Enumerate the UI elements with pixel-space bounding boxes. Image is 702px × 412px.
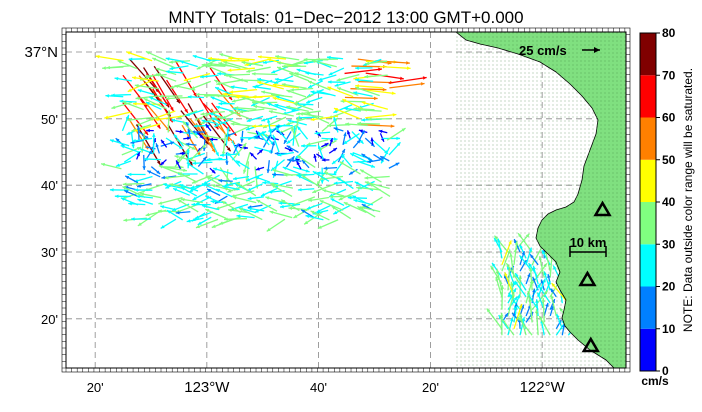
land-texture (456, 32, 626, 368)
x-tick-label-3: 20' (422, 380, 439, 395)
colorbar-tick-label-8: 80 (662, 26, 676, 40)
x-tick-label-1: 123°W (184, 379, 230, 396)
y-tick-label-4: 20' (41, 312, 58, 327)
colorbar-segment-6 (640, 75, 656, 117)
colorbar-tick-label-4: 40 (662, 195, 676, 209)
scale-bar-label: 10 km (570, 235, 607, 250)
x-tick-label-4: 122°W (520, 379, 566, 396)
colorbar-unit: cm/s (641, 374, 669, 388)
map-plot-area (66, 32, 626, 368)
colorbar-segment-5 (640, 118, 656, 160)
colorbar-tick-label-6: 60 (662, 111, 676, 125)
colorbar-segment-7 (640, 33, 656, 75)
colorbar-segment-0 (640, 329, 656, 371)
colorbar-segment-3 (640, 202, 656, 244)
colorbar (640, 33, 660, 371)
x-tick-label-2: 40' (310, 380, 327, 395)
chart-title: MNTY Totals: 01−Dec−2012 13:00 GMT+0.000 (168, 8, 523, 27)
colorbar-note: NOTE: Data outside color range will be s… (681, 68, 695, 332)
y-tick-label-2: 40' (41, 178, 58, 193)
colorbar-tick-label-3: 30 (662, 237, 676, 251)
reference-vector-label: 25 cm/s (519, 43, 567, 58)
y-tick-label-0: 37°N (24, 44, 58, 61)
colorbar-segment-4 (640, 160, 656, 202)
colorbar-tick-label-2: 20 (662, 280, 676, 294)
y-axis-tick-labels: 37°N 50' 40' 30' 20' (24, 44, 58, 327)
y-tick-label-1: 50' (41, 112, 58, 127)
colorbar-tick-label-5: 50 (662, 153, 676, 167)
colorbar-tick-label-7: 70 (662, 68, 676, 82)
colorbar-segment-2 (640, 244, 656, 286)
colorbar-tick-label-1: 10 (662, 322, 676, 336)
y-tick-label-3: 30' (41, 245, 58, 260)
colorbar-segment-1 (640, 287, 656, 329)
x-axis-tick-labels: 20' 123°W 40' 20' 122°W (87, 379, 566, 396)
x-tick-label-0: 20' (87, 380, 104, 395)
